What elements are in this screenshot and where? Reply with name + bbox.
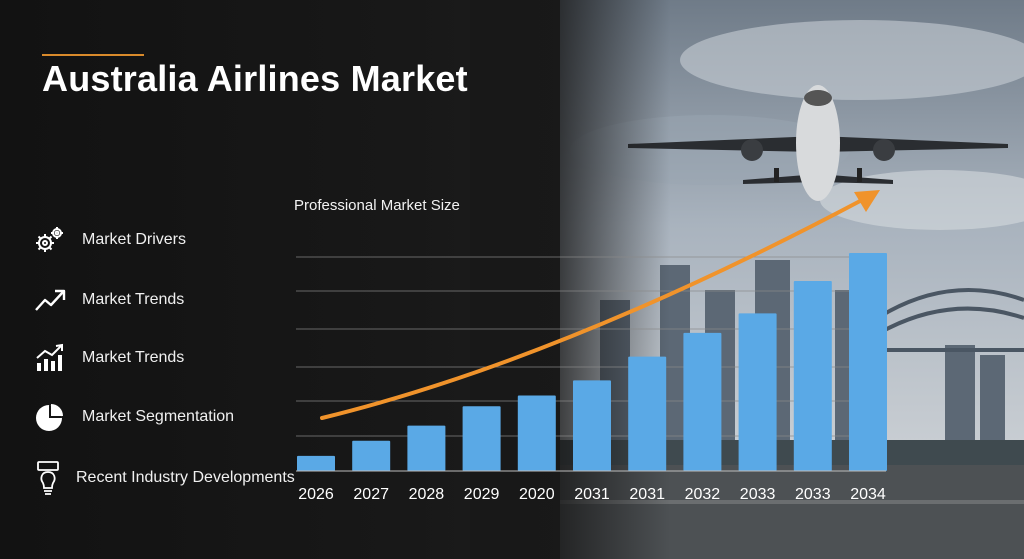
sidebar-item-label: Market Drivers <box>82 231 187 248</box>
bar <box>297 455 335 471</box>
trend-arrow-head <box>854 190 880 212</box>
bar <box>352 440 391 471</box>
x-tick-label: 2032 <box>685 486 721 503</box>
bar <box>849 253 887 471</box>
lightbulb-icon <box>30 460 66 496</box>
sidebar-item-market-trends-growth[interactable]: Market Trends <box>32 340 184 376</box>
x-tick-label: 2027 <box>353 486 389 503</box>
sidebar-item-market-segmentation[interactable]: Market Segmentation <box>32 399 234 435</box>
sidebar-item-label: Market Trends <box>82 349 185 366</box>
bar <box>517 395 556 471</box>
x-tick-label: 2028 <box>409 486 445 503</box>
sidebar-item-label: Market Trends <box>82 291 185 308</box>
x-tick-label: 2020 <box>519 486 555 503</box>
trend-arrow <box>320 198 864 420</box>
x-tick-label: 2029 <box>464 486 500 503</box>
x-tick-label: 2031 <box>574 486 610 503</box>
bar <box>573 380 611 471</box>
x-tick-label: 2033 <box>795 486 831 503</box>
sidebar-item-market-drivers[interactable]: Market Drivers <box>32 222 186 258</box>
bar <box>462 406 501 471</box>
x-tick-label: 2033 <box>740 486 776 503</box>
sidebar-item-recent-industry-developments[interactable]: Recent Industry Developments <box>30 460 295 496</box>
bar <box>683 332 722 471</box>
bar <box>738 313 777 471</box>
bar <box>628 356 667 471</box>
gears-icon <box>32 222 68 258</box>
page-title: Australia Airlines Market <box>42 58 468 99</box>
trend-arrow-icon <box>32 282 68 318</box>
sidebar-item-label: Recent Industry Developments <box>76 469 295 486</box>
title-accent-line <box>42 54 144 56</box>
sidebar-item-market-trends[interactable]: Market Trends <box>32 282 184 318</box>
bar-growth-icon <box>32 340 68 376</box>
sidebar-item-label: Market Segmentation <box>82 408 235 425</box>
x-tick-label: 2031 <box>629 486 665 503</box>
bar <box>407 425 446 471</box>
bar <box>793 281 832 471</box>
pie-chart-icon <box>32 399 68 435</box>
x-tick-label: 2034 <box>850 486 886 503</box>
x-tick-label: 2026 <box>298 486 334 503</box>
chart-title: Professional Market Size <box>294 197 460 214</box>
